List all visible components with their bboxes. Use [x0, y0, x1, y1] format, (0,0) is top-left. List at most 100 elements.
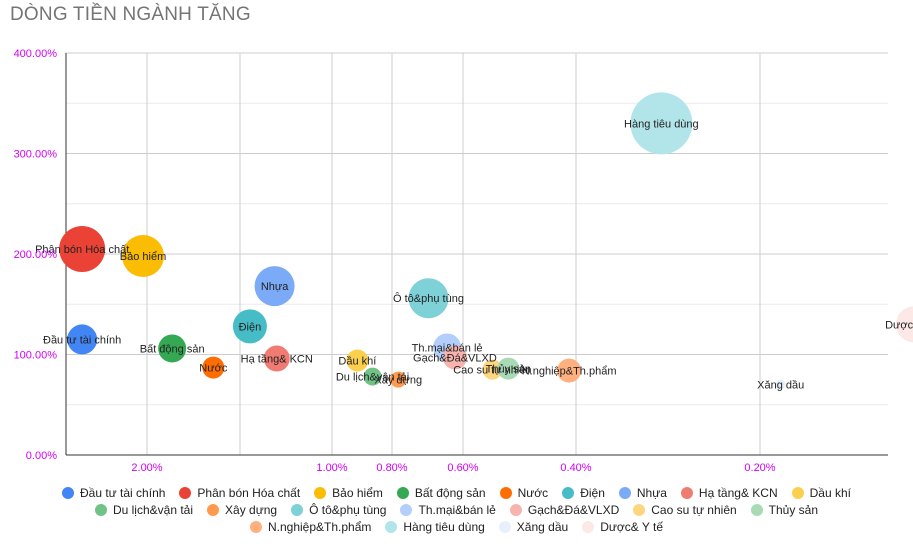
bubble-label: Xăng dầu: [757, 380, 804, 392]
legend-item[interactable]: N.nghiệp&Th.phẩm: [249, 520, 372, 534]
legend-item[interactable]: Hàng tiêu dùng: [385, 520, 485, 534]
bubble: [263, 345, 290, 372]
legend-swatch: [750, 504, 763, 516]
legend-label: Bất động sản: [414, 486, 486, 500]
bubble-label: Bảo hiểm: [120, 251, 166, 263]
legend-swatch: [207, 504, 220, 516]
bubble-label: Phân bón Hóa chất: [35, 244, 129, 256]
y-tick-label: 0.00%: [26, 450, 57, 462]
x-tick-label: 0.40%: [560, 462, 591, 474]
legend-label: Du lịch&vận tải: [112, 503, 194, 517]
bubble: [232, 309, 267, 344]
bubble-label: Gạch&Đá&VLXD: [413, 353, 497, 365]
legend-swatch: [291, 504, 304, 516]
y-tick-label: 100.00%: [14, 350, 58, 362]
legend-item[interactable]: Dầu khí: [791, 486, 851, 500]
legend-swatch: [633, 504, 646, 516]
legend-item[interactable]: Phân bón Hóa chất: [179, 486, 300, 500]
bubble-label: Th.mại&bán lẻ: [412, 342, 483, 354]
legend-item[interactable]: Đầu tư tài chính: [62, 486, 165, 500]
legend-label: Hạ tầng& KCN: [698, 486, 778, 500]
bubble-label: Đầu tư tài chính: [43, 334, 121, 346]
bubble: [775, 379, 786, 390]
legend-item[interactable]: Du lịch&vận tải: [94, 503, 194, 517]
bubble-label: Thủy sản: [486, 364, 531, 376]
x-tick-label: 0.60%: [447, 462, 478, 474]
legend-label: Đầu tư tài chính: [80, 486, 166, 500]
legend-swatch: [400, 504, 413, 516]
legend-swatch: [582, 521, 595, 533]
legend-item[interactable]: Hạ tầng& KCN: [680, 486, 778, 500]
legend-item[interactable]: Thủy sản: [750, 503, 818, 517]
legend-label: Hàng tiêu dùng: [403, 520, 485, 534]
bubble: [630, 92, 693, 155]
legend-item[interactable]: Cao su tự nhiên: [633, 503, 737, 517]
bubble-label: Điện: [239, 321, 262, 333]
legend-label: Th.mại&bán lẻ: [418, 503, 496, 517]
x-tick-label: 1.00%: [316, 462, 347, 474]
bubble: [158, 334, 187, 363]
legend-label: Nhựa: [636, 486, 667, 500]
x-tick-label: 2.00%: [131, 462, 162, 474]
legend-label: Nước: [517, 486, 549, 500]
bubble-label: Cao su tự nhiên: [453, 365, 531, 377]
grid-lines: [66, 52, 888, 456]
y-tick-label: 300.00%: [14, 149, 58, 161]
bubble: [497, 357, 520, 380]
bubble: [482, 359, 503, 380]
legend-swatch: [791, 487, 804, 499]
bubbles: [59, 92, 913, 390]
legend-label: Gạch&Đá&VLXD: [527, 503, 620, 517]
tick-labels: 0.00% 100.00% 200.00% 300.00% 400.00% 2.00% 1.…: [14, 48, 776, 474]
bubble-label: Hàng tiêu dùng: [624, 118, 699, 130]
legend-item[interactable]: Bất động sản: [396, 486, 486, 500]
bubble-label: Dầu khí: [338, 356, 376, 368]
legend-label: N.nghiệp&Th.phẩm: [267, 520, 372, 534]
chart-title: DÒNG TIỀN NGÀNH TĂNG: [10, 4, 251, 25]
legend-swatch: [94, 504, 107, 516]
bubble: [202, 356, 225, 379]
bubble: [122, 235, 165, 278]
legend-swatch: [314, 487, 327, 499]
legend-label: Xây dựng: [225, 503, 278, 517]
bubble: [346, 349, 369, 372]
legend-row: N.nghiệp&Th.phẩm Hàng tiêu dùng Xăng dầu Dư…: [0, 520, 913, 534]
x-tick-label: 0.20%: [744, 462, 775, 474]
legend-swatch: [498, 521, 511, 533]
y-tick-label: 400.00%: [14, 48, 58, 60]
bubble-label: Hạ tầng& KCN: [241, 354, 313, 366]
legend-item[interactable]: Nhựa: [618, 486, 667, 500]
legend-item[interactable]: Điện: [562, 486, 605, 500]
legend-item[interactable]: Xây dựng: [207, 503, 277, 517]
legend-row: Du lịch&vận tải Xây dựng Ô tô&phụ tùng Th.m…: [0, 503, 913, 517]
bubble-label: Du lịch&vận tải: [336, 372, 409, 384]
legend-label: Dầu khí: [809, 486, 851, 500]
legend-item[interactable]: Xăng dầu: [498, 520, 569, 534]
bubble-label: Nhựa: [261, 281, 289, 293]
bubble: [67, 324, 98, 355]
legend-label: Xăng dầu: [516, 520, 569, 534]
legend-item[interactable]: Dược& Y tế: [582, 520, 663, 534]
x-tick-label: 0.80%: [376, 462, 407, 474]
legend-item[interactable]: Bảo hiểm: [314, 486, 383, 500]
bubble-label: N.nghiệp&Th.phẩm: [522, 366, 617, 378]
legend-item[interactable]: Th.mại&bán lẻ: [400, 503, 496, 517]
legend-swatch: [249, 521, 262, 533]
bubble: [59, 225, 106, 272]
legend-swatch: [179, 487, 192, 499]
legend-item[interactable]: Nước: [499, 486, 549, 500]
legend-swatch: [509, 504, 522, 516]
legend-label: Điện: [580, 486, 605, 500]
legend-item[interactable]: Ô tô&phụ tùng: [291, 503, 386, 517]
bubble: [254, 266, 295, 307]
chart-legend: Đầu tư tài chính Phân bón Hóa chất Bảo hiể…: [0, 486, 913, 537]
legend-swatch: [62, 487, 74, 499]
bubble-label: Bất động sản: [140, 343, 205, 355]
bubble-label: Nước: [199, 363, 228, 375]
legend-item[interactable]: Gạch&Đá&VLXD: [509, 503, 620, 517]
legend-label: Bảo hiểm: [332, 486, 383, 500]
bubble: [390, 371, 407, 388]
bubble-label: Ô tô&phụ tùng: [393, 292, 464, 305]
legend-swatch: [680, 487, 693, 499]
bubble: [363, 367, 382, 386]
